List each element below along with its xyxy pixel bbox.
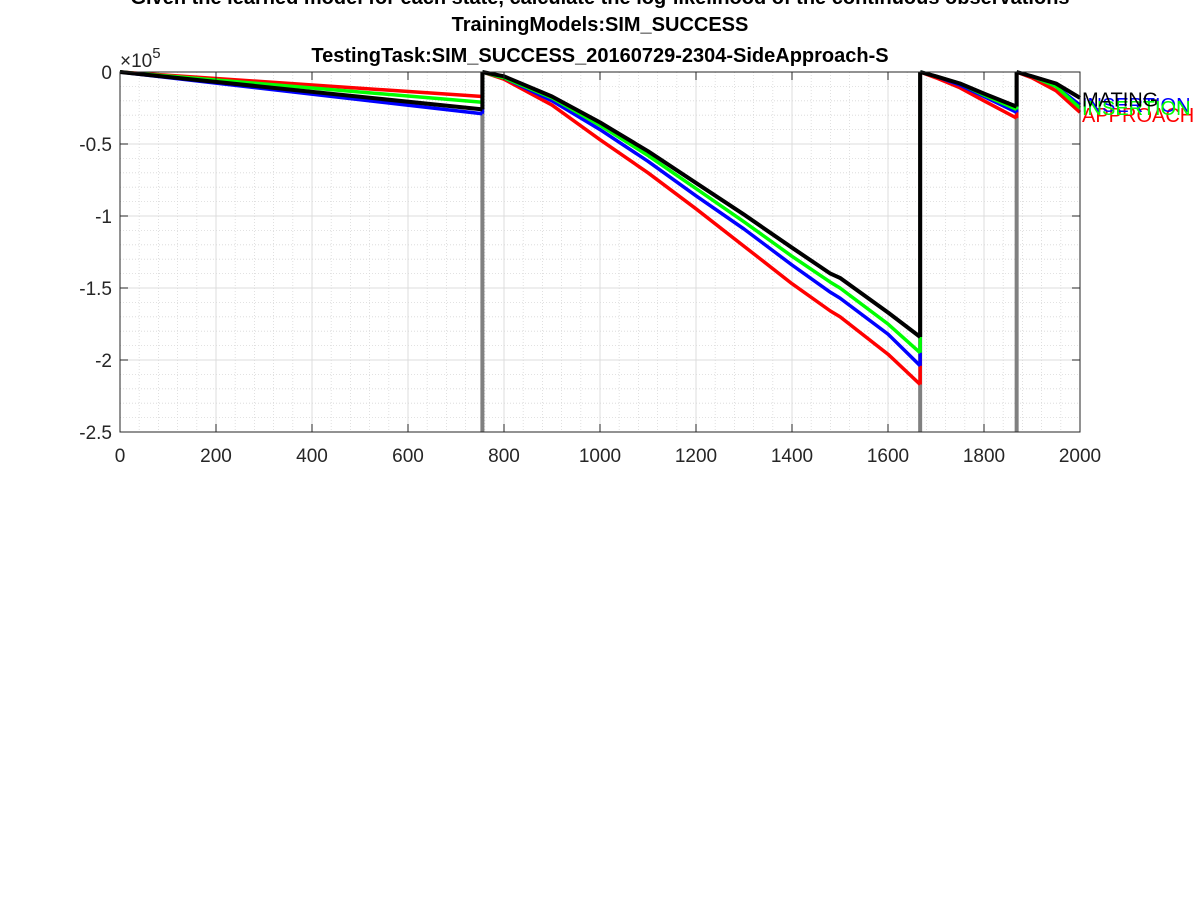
x-tick-label: 0 xyxy=(115,446,126,467)
x-tick-label: 1000 xyxy=(579,446,621,467)
series-line-mating xyxy=(482,70,922,339)
x-tick-labels: 0 200 400 600 800 1000 1200 1400 1600 1800 2000 xyxy=(115,446,1101,467)
x-tick-label: 1200 xyxy=(675,446,717,467)
y-exponent-label: ×105 xyxy=(120,45,161,72)
chart-title-line-1: Given the learned model for each state, … xyxy=(130,0,1069,9)
y-tick-label: -2 xyxy=(95,351,112,372)
y-tick-label: -1.5 xyxy=(79,279,112,300)
y-tick-label: -0.5 xyxy=(79,135,112,156)
x-tick-label: 400 xyxy=(296,446,328,467)
y-tick-label: 0 xyxy=(101,63,112,84)
series-line-insertion xyxy=(481,70,922,368)
y-exponent-base-text: ×10 xyxy=(120,51,152,72)
series-end-label: INSERTION xyxy=(1082,98,1191,120)
x-tick-label: 2000 xyxy=(1059,446,1101,467)
x-tick-label: 600 xyxy=(392,446,424,467)
series-line-mating xyxy=(119,70,483,112)
y-exponent-power: 5 xyxy=(152,45,160,62)
series-line-mating xyxy=(1016,70,1082,100)
series-end-label: MATING xyxy=(1082,89,1158,111)
y-tick-label: -1 xyxy=(95,207,112,228)
x-tick-label: 1800 xyxy=(963,446,1005,467)
series-lines xyxy=(119,70,1082,386)
x-tick-label: 1400 xyxy=(771,446,813,467)
x-tick-label: 200 xyxy=(200,446,232,467)
x-tick-label: 800 xyxy=(488,446,520,467)
y-exponent-base: ×105 xyxy=(120,45,161,72)
y-tick-label: -2.5 xyxy=(79,423,112,444)
series-end-label: INSERTION xyxy=(1082,95,1191,117)
series-end-label: APPROACH xyxy=(1082,105,1194,127)
series-line-mating xyxy=(919,70,1018,109)
x-tick-label: 1600 xyxy=(867,446,909,467)
chart-title-line-3: TestingTask:SIM_SUCCESS_20160729-2304-Si… xyxy=(311,45,888,67)
y-tick-labels: 0 -0.5 -1 -1.5 -2 -2.5 xyxy=(79,63,112,444)
chart-title: Given the learned model for each state, … xyxy=(130,0,1069,67)
chart-title-line-2: TrainingModels:SIM_SUCCESS xyxy=(452,14,749,36)
axes-frame xyxy=(119,71,1081,433)
series-line-approach xyxy=(481,70,922,386)
